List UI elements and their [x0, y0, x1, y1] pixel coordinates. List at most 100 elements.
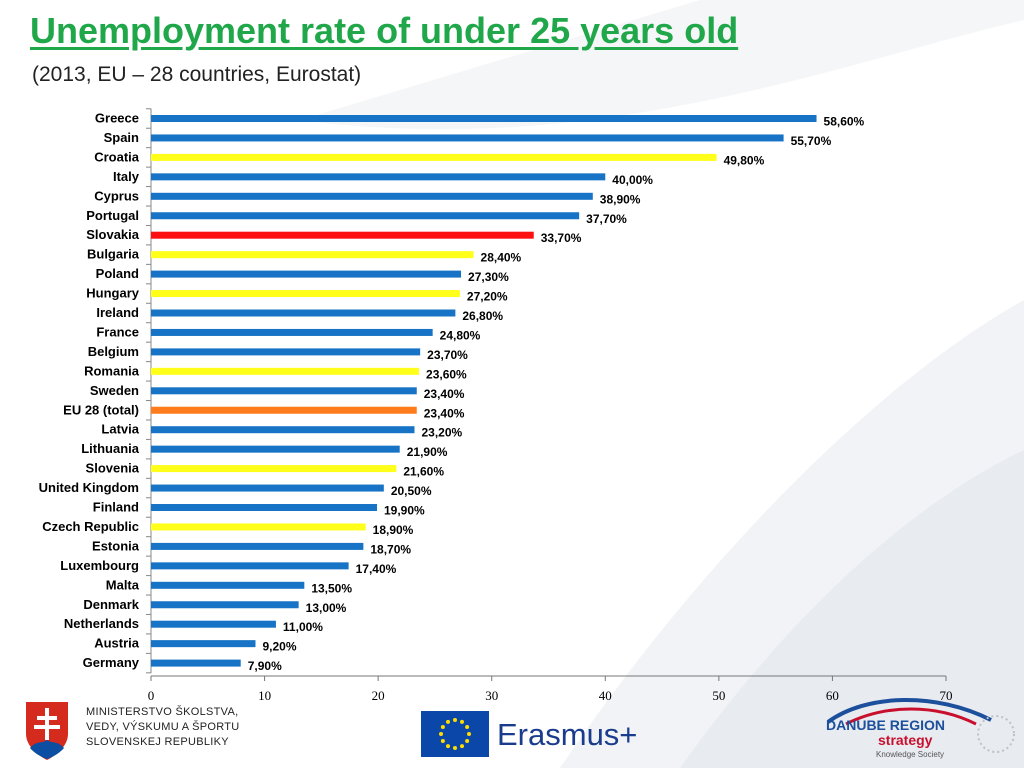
- category-label: United Kingdom: [39, 480, 139, 495]
- danube-line-3: Knowledge Society: [876, 750, 944, 759]
- x-tick-label: 10: [258, 688, 271, 703]
- eu-star: [446, 719, 450, 724]
- bar: [151, 309, 456, 317]
- x-tick-label: 40: [599, 688, 612, 703]
- bar: [151, 504, 378, 511]
- category-label: Czech Republic: [42, 519, 139, 534]
- category-label: Poland: [96, 266, 139, 281]
- bar: [151, 212, 580, 220]
- danube-region-logo: DANUBE REGION strategy Knowledge Society: [826, 690, 1016, 762]
- data-label: 23,40%: [424, 406, 465, 420]
- bar: [151, 542, 364, 550]
- category-label: Lithuania: [81, 441, 140, 456]
- category-label: Finland: [93, 500, 139, 515]
- bar: [151, 192, 593, 200]
- category-label: Slovakia: [86, 227, 140, 242]
- ministry-line-1: MINISTERSTVO ŠKOLSTVA,: [86, 706, 239, 718]
- data-label: 27,20%: [467, 290, 508, 304]
- bar: [151, 251, 474, 259]
- x-tick-label: 60: [826, 688, 839, 703]
- bar: [151, 348, 421, 356]
- data-label: 40,00%: [612, 173, 653, 187]
- bar: [151, 620, 276, 628]
- data-label: 23,60%: [426, 367, 467, 381]
- category-label: Greece: [95, 111, 139, 126]
- data-label: 9,20%: [262, 640, 296, 654]
- x-tick-label: 0: [148, 688, 155, 703]
- category-label: EU 28 (total): [63, 402, 139, 417]
- danube-swoosh-icon: DANUBE REGION strategy Knowledge Society: [826, 698, 1015, 759]
- eu-star: [439, 732, 443, 736]
- bar: [151, 328, 433, 336]
- data-label: 23,20%: [421, 426, 462, 440]
- data-label: 37,70%: [586, 212, 627, 226]
- page-title: Unemployment rate of under 25 years old: [30, 10, 739, 51]
- category-label: Croatia: [94, 149, 140, 164]
- eu-star: [460, 719, 464, 724]
- page-subtitle: (2013, EU – 28 countries, Eurostat): [32, 63, 362, 86]
- data-label: 20,50%: [391, 484, 432, 498]
- category-label: Belgium: [88, 344, 139, 359]
- category-label: Germany: [83, 655, 140, 670]
- bar: [151, 601, 299, 609]
- category-label: Netherlands: [64, 616, 139, 631]
- danube-line-1: DANUBE REGION: [826, 717, 945, 733]
- category-label: Italy: [113, 169, 140, 184]
- data-label: 58,60%: [824, 115, 865, 129]
- x-tick-label: 30: [485, 688, 498, 703]
- data-label: 55,70%: [791, 134, 832, 148]
- data-label: 7,90%: [248, 659, 282, 673]
- data-label: 21,90%: [407, 445, 448, 459]
- danube-line-2: strategy: [878, 732, 933, 748]
- eu-star: [453, 746, 457, 750]
- x-tick-label: 50: [712, 688, 725, 703]
- ministry-line-3: SLOVENSKEJ REPUBLIKY: [86, 736, 229, 748]
- data-label: 13,50%: [311, 581, 352, 595]
- bar: [151, 153, 717, 161]
- data-label: 18,70%: [370, 542, 411, 556]
- bar: [151, 387, 417, 395]
- bar: [151, 173, 606, 181]
- category-label: Ireland: [96, 305, 139, 320]
- category-label: Malta: [106, 577, 140, 592]
- bar: [151, 134, 784, 142]
- data-label: 18,90%: [373, 523, 414, 537]
- category-label: Romania: [84, 363, 140, 378]
- data-label: 38,90%: [600, 192, 641, 206]
- eu-star: [440, 725, 445, 729]
- ministry-line-2: VEDY, VÝSKUMU A ŠPORTU: [86, 721, 240, 733]
- data-label: 26,80%: [462, 309, 503, 323]
- category-label: Slovenia: [86, 461, 140, 476]
- category-label: Hungary: [86, 286, 140, 301]
- ministry-logo: MINISTERSTVO ŠKOLSTVA, VEDY, VÝSKUMU A Š…: [22, 700, 242, 762]
- bar: [151, 115, 817, 122]
- slovak-coat-of-arms-icon: [26, 702, 68, 760]
- eu-star: [460, 744, 464, 749]
- bar: [151, 231, 534, 239]
- category-label: Sweden: [90, 383, 139, 398]
- data-label: 33,70%: [541, 231, 582, 245]
- category-label: Estonia: [92, 538, 140, 553]
- category-label: Latvia: [101, 422, 139, 437]
- data-label: 11,00%: [283, 620, 323, 634]
- data-label: 23,70%: [427, 348, 468, 362]
- category-label: Spain: [104, 130, 139, 145]
- bar: [151, 367, 420, 375]
- bar: [151, 640, 256, 648]
- x-tick-label: 20: [372, 688, 385, 703]
- bar: [151, 270, 462, 278]
- eu-star: [446, 744, 450, 749]
- category-label: Portugal: [86, 208, 139, 223]
- eu-flag-icon: [421, 711, 489, 757]
- eu-star: [440, 739, 445, 743]
- bar: [151, 581, 305, 589]
- bar: [151, 659, 241, 667]
- bar: [151, 562, 349, 570]
- category-label: France: [96, 324, 139, 339]
- data-label: 49,80%: [724, 153, 765, 167]
- eu-star: [467, 732, 471, 736]
- bar: [151, 426, 415, 434]
- data-label: 13,00%: [306, 601, 347, 615]
- erasmus-logo: Erasmus+: [421, 711, 641, 757]
